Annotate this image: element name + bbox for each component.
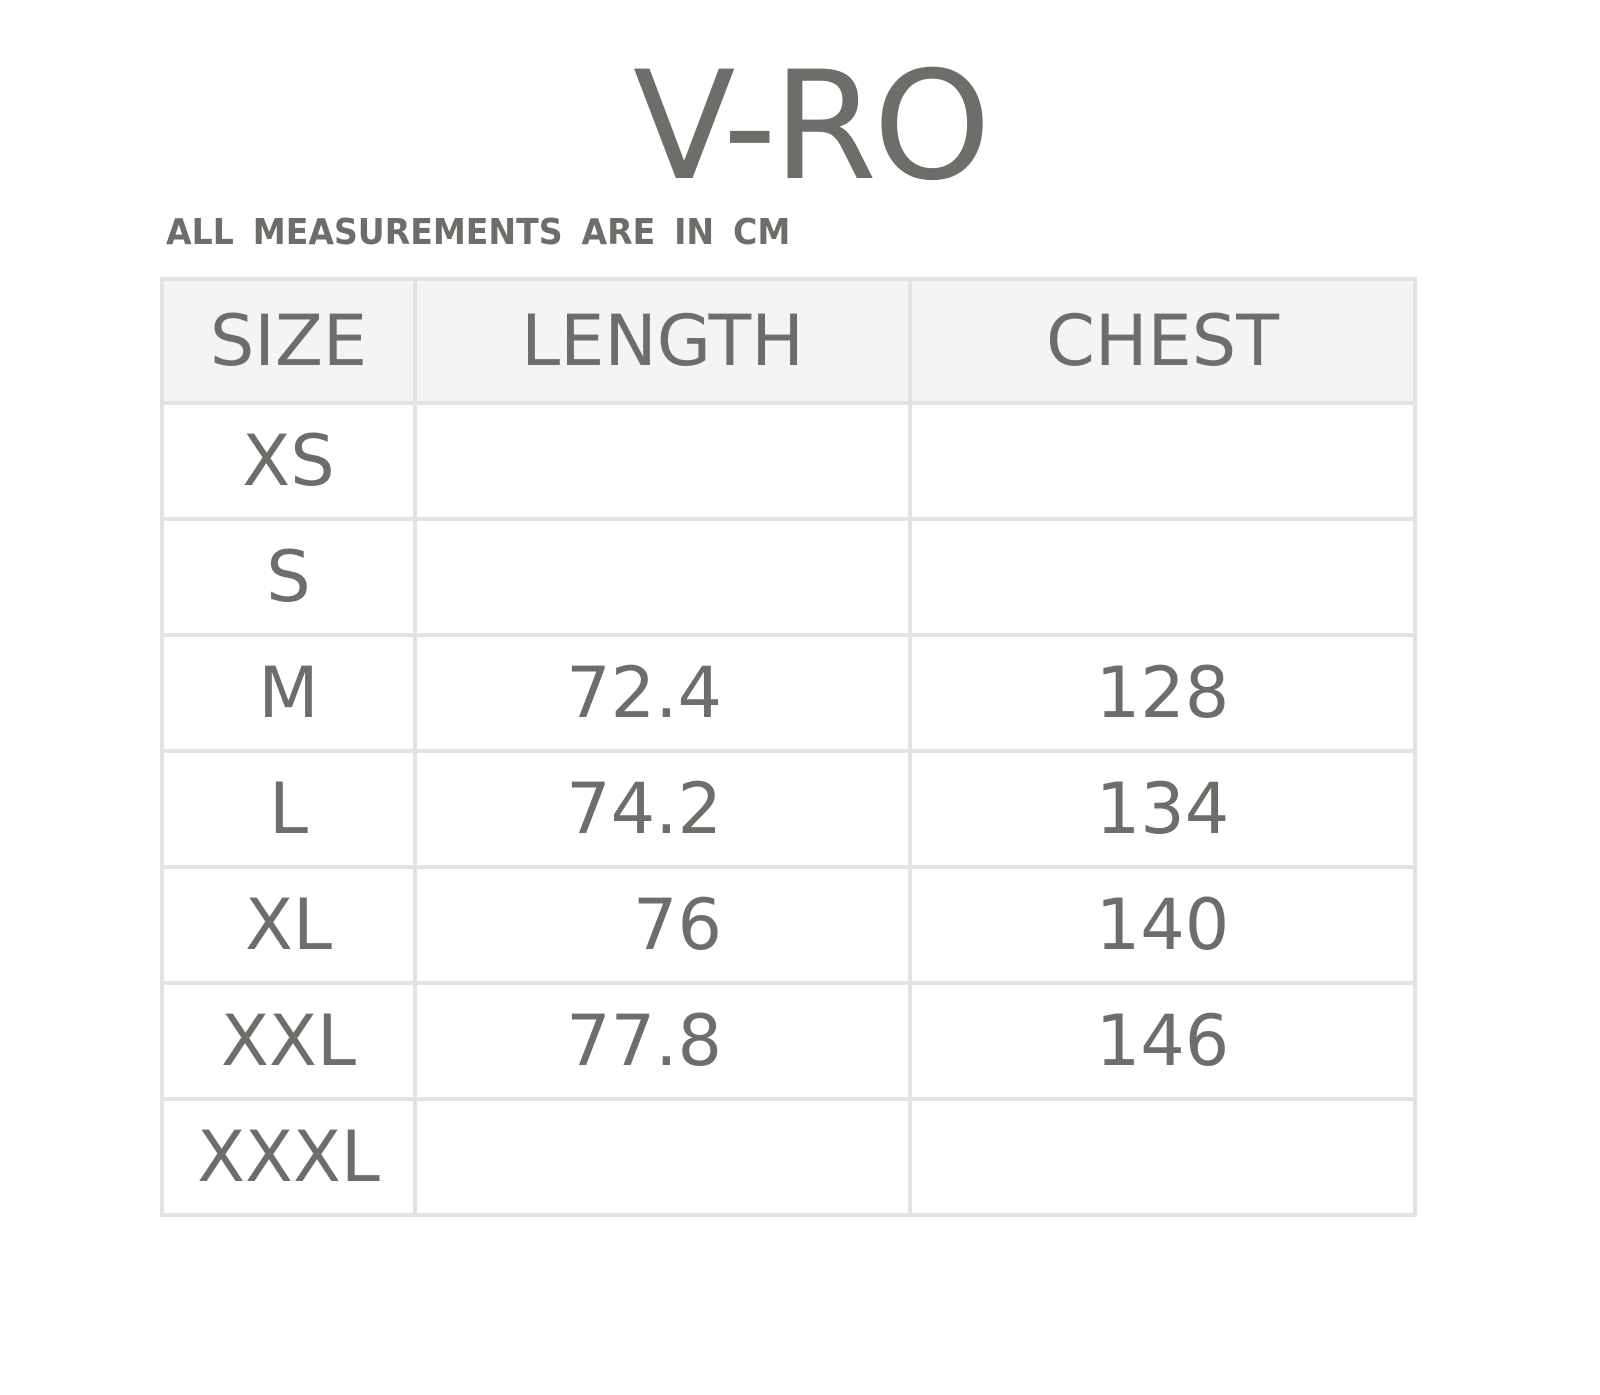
length-cell bbox=[413, 401, 912, 521]
length-cell bbox=[413, 517, 912, 637]
size-chart-table: SIZE LENGTH CHEST XS S M 72.4 128 L 74.2 134 XL 7… bbox=[160, 277, 1417, 1217]
table-row: XL 76 140 bbox=[160, 865, 1417, 985]
header-row: SIZE LENGTH CHEST bbox=[160, 277, 1417, 405]
chest-cell: 134 bbox=[908, 749, 1417, 869]
size-cell: XXXL bbox=[160, 1097, 417, 1217]
brand-title: V-RO bbox=[632, 40, 991, 214]
length-cell: 72.4 bbox=[413, 633, 912, 753]
size-cell: L bbox=[160, 749, 417, 869]
table-row: L 74.2 134 bbox=[160, 749, 1417, 869]
header-length: LENGTH bbox=[413, 277, 912, 405]
chest-cell bbox=[908, 517, 1417, 637]
table-row: XXXL bbox=[160, 1097, 1417, 1217]
header-size: SIZE bbox=[160, 277, 417, 405]
chest-cell bbox=[908, 401, 1417, 521]
length-cell: 77.8 bbox=[413, 981, 912, 1101]
table-row: M 72.4 128 bbox=[160, 633, 1417, 753]
units-note: ALL MEASUREMENTS ARE IN CM bbox=[166, 212, 791, 253]
size-cell: S bbox=[160, 517, 417, 637]
chest-cell: 140 bbox=[908, 865, 1417, 985]
table-row: XS bbox=[160, 401, 1417, 521]
chest-cell: 128 bbox=[908, 633, 1417, 753]
header-chest: CHEST bbox=[908, 277, 1417, 405]
length-cell: 76 bbox=[413, 865, 912, 985]
size-cell: XS bbox=[160, 401, 417, 521]
size-cell: M bbox=[160, 633, 417, 753]
length-cell bbox=[413, 1097, 912, 1217]
size-cell: XL bbox=[160, 865, 417, 985]
chest-cell: 146 bbox=[908, 981, 1417, 1101]
table-row: XXL 77.8 146 bbox=[160, 981, 1417, 1101]
table-row: S bbox=[160, 517, 1417, 637]
size-cell: XXL bbox=[160, 981, 417, 1101]
chest-cell bbox=[908, 1097, 1417, 1217]
length-cell: 74.2 bbox=[413, 749, 912, 869]
